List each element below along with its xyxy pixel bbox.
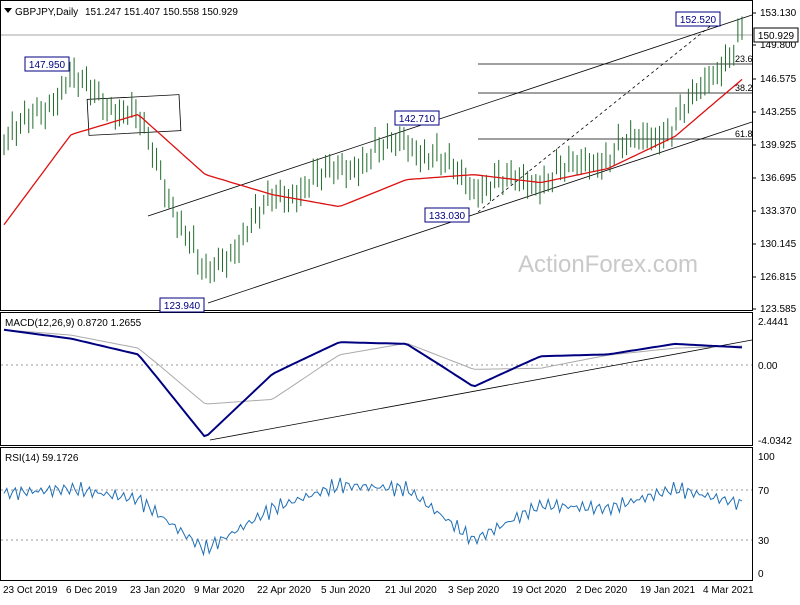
rsi-tick: 100 <box>758 452 775 463</box>
rsi-tick: 0 <box>758 569 764 580</box>
fib-retracement: 23.6 38.2 61.8 <box>478 54 753 140</box>
price-tick: 133.370 <box>760 206 797 217</box>
x-tick: 2 Dec 2020 <box>576 585 628 596</box>
price-tick: 126.815 <box>760 272 797 283</box>
price-tick: 149.800 <box>760 40 797 51</box>
price-tick: 136.695 <box>760 173 797 184</box>
macd-trend-line <box>209 339 753 441</box>
current-price-label: 150.929 <box>758 31 795 42</box>
macd-y-axis: 2.4441 0.00 -4.0342 <box>758 317 792 447</box>
series-layer <box>3 78 743 557</box>
symbol-label: GBPJPY,Daily <box>15 7 78 18</box>
x-tick: 23 Jan 2020 <box>130 585 185 596</box>
swing-label: 152.520 <box>680 15 717 26</box>
macd-signal-line <box>3 329 743 405</box>
macd-panel <box>0 312 753 446</box>
price-tick: 123.585 <box>760 304 797 315</box>
x-tick: 21 Jul 2020 <box>385 585 437 596</box>
x-tick: 4 Mar 2021 <box>703 585 754 596</box>
macd-tick: 2.4441 <box>758 317 789 328</box>
price-tick: 143.255 <box>760 107 797 118</box>
channel-upper-line <box>147 14 753 217</box>
x-tick: 23 Oct 2019 <box>3 585 58 596</box>
rsi-tick: 70 <box>758 486 770 497</box>
rsi-tick: 30 <box>758 536 770 547</box>
price-panel <box>0 0 753 311</box>
swing-labels: 147.950 142.710 133.030 123.940 152.520 … <box>24 11 799 313</box>
x-tick: 19 Jan 2021 <box>640 585 695 596</box>
fib-label: 38.2 <box>735 83 753 93</box>
macd-tick: -4.0342 <box>758 436 792 447</box>
channel-lower-line <box>207 121 753 304</box>
fib-label: 23.6 <box>735 54 753 64</box>
macd-label: MACD(12,26,9) 0.8720 1.2655 <box>5 318 142 329</box>
price-tick: 146.575 <box>760 74 797 85</box>
consolidation-box <box>86 94 182 136</box>
rsi-y-axis: 100 70 30 0 <box>758 452 775 580</box>
price-tick: 153.130 <box>760 8 797 19</box>
swing-label: 123.940 <box>164 301 201 312</box>
x-tick: 5 Jun 2020 <box>321 585 371 596</box>
price-y-axis: 153.130 149.800 146.575 143.255 139.925 … <box>752 8 797 315</box>
macd-line <box>3 328 743 438</box>
watermark: ActionForex.com <box>518 251 698 278</box>
fib-label: 61.8 <box>735 129 753 139</box>
swing-label: 147.950 <box>29 60 66 71</box>
swing-label: 142.710 <box>399 114 436 125</box>
x-tick: 3 Sep 2020 <box>448 585 500 596</box>
ohlc-label: 151.247 151.407 150.558 150.929 <box>85 7 238 18</box>
rsi-line <box>3 477 743 557</box>
x-tick: 6 Dec 2019 <box>66 585 118 596</box>
x-axis: 23 Oct 2019 6 Dec 2019 23 Jan 2020 9 Mar… <box>3 585 754 596</box>
price-tick: 139.925 <box>760 140 797 151</box>
rsi-label: RSI(14) 59.1726 <box>5 453 79 464</box>
swing-label: 133.030 <box>429 211 466 222</box>
price-header: GBPJPY,Daily 151.247 151.407 150.558 150… <box>4 7 238 18</box>
macd-tick: 0.00 <box>758 361 778 372</box>
x-tick: 9 Mar 2020 <box>194 585 245 596</box>
x-tick: 22 Apr 2020 <box>257 585 311 596</box>
rsi-panel <box>0 447 753 581</box>
price-tick: 130.145 <box>760 239 797 250</box>
dropdown-triangle-icon <box>4 8 12 13</box>
x-tick: 19 Oct 2020 <box>512 585 567 596</box>
moving-average-line <box>3 78 743 226</box>
